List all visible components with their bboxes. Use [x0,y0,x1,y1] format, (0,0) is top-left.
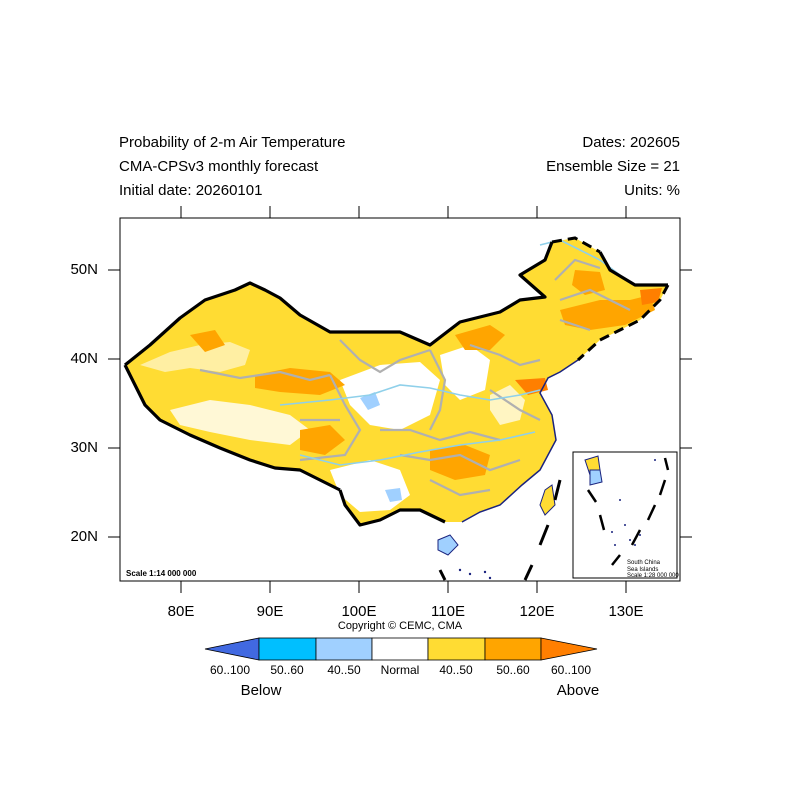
x-tick-label: 80E [167,603,195,620]
disputed-boundary [551,236,670,362]
inset-scale-label: Scale 1:28 000 000 [627,573,679,579]
orange-2 [255,368,345,395]
colorbar-label: 50..60 [270,663,304,677]
lake-2 [385,488,402,502]
orange-4 [430,445,490,480]
taiwan [539,484,556,516]
x-tick-label: 110E [431,603,465,620]
hainan [437,534,459,556]
lake-1 [360,392,380,410]
white-patch-north [440,345,490,400]
x-tick-label: 120E [519,603,555,620]
darkorange-2 [640,288,662,305]
scale-label: Scale 1:14 000 000 [126,569,197,578]
colorbar-seg-below-high [204,637,260,661]
colorbar-seg-below-mid [258,637,317,661]
colorbar [204,637,598,661]
probability-shading [125,238,668,556]
orange-6 [572,270,605,295]
national-boundary [123,241,668,527]
inset-title-line1: South China [627,560,661,566]
colorbar-label: 50..60 [496,663,530,677]
colorbar-seg-below-low [315,637,373,661]
orange-1 [190,330,225,352]
colorbar-seg-above-high [540,637,598,661]
y-tick-label: 40N [70,350,98,367]
white-patch-central [340,362,440,430]
orange-3 [300,425,345,455]
x-tick-label: 100E [341,603,377,620]
colorbar-seg-above-low [427,637,486,661]
colorbar-label: Normal [380,663,420,677]
colorbar-label: 40..50 [439,663,473,677]
inset-title-line2: Sea Islands [627,567,659,573]
title-line1: Probability of 2-m Air Temperature [119,134,346,151]
below-label: Below [240,682,282,699]
axis-ticks [108,206,692,593]
ensemble-label: Ensemble Size = 21 [546,158,680,175]
white-patch-tibet [170,400,310,445]
copyright-label: Copyright © CEMC, CMA [337,620,463,632]
colorbar-label: 60..100 [550,663,592,677]
white-patch-west [140,342,250,372]
title-line3: Initial date: 20260101 [119,182,263,199]
above-label: Above [556,682,600,699]
colorbar-seg-above-mid [484,637,542,661]
nine-dash-line [438,479,562,581]
colorbar-label: 60..100 [209,663,251,677]
x-tick-label: 90E [256,603,284,620]
colorbar-label: 40..50 [327,663,361,677]
x-tick-label: 130E [608,603,644,620]
scattered-islands [458,568,492,580]
y-tick-label: 30N [70,439,98,456]
dates-label: Dates: 202605 [582,134,680,151]
y-tick-label: 50N [70,261,98,278]
orange-5 [560,295,655,330]
units-label: Units: % [624,182,680,199]
coastline [461,359,579,523]
title-line2: CMA-CPSv3 monthly forecast [119,158,319,175]
province-boundaries [199,258,631,497]
orange-7 [455,325,505,350]
inset-map [572,451,678,579]
colorbar-seg-normal [371,637,429,661]
y-tick-label: 20N [70,528,98,545]
